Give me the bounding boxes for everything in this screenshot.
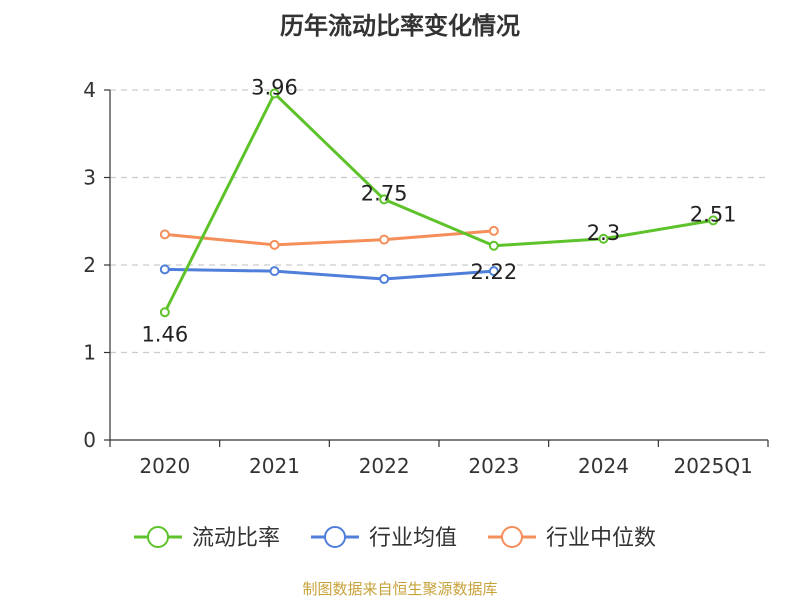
x-tick-label: 2023: [468, 454, 519, 478]
data-point: [159, 307, 170, 318]
data-point: [269, 239, 280, 250]
x-tick-label: 2025Q1: [673, 454, 752, 478]
x-tick-label: 2021: [249, 454, 300, 478]
legend-label: 流动比率: [192, 526, 280, 551]
x-tick-label: 2024: [578, 454, 629, 478]
y-tick-label: 3: [83, 166, 96, 190]
y-tick-label: 0: [83, 428, 96, 452]
data-point: [159, 229, 170, 240]
legend-label: 行业均值: [369, 526, 457, 551]
data-point: [598, 233, 609, 244]
legend-label: 行业中位数: [546, 526, 656, 551]
x-tick-label: 2020: [139, 454, 190, 478]
legend-marker: [324, 526, 346, 548]
data-point: [269, 88, 280, 99]
data-point: [379, 194, 390, 205]
series-line-2: [164, 229, 494, 247]
series-line-1: [164, 267, 494, 281]
series-line-0: [163, 92, 714, 313]
data-point: [379, 234, 390, 245]
data-point: [708, 215, 719, 226]
source-footer: 制图数据来自恒生聚源数据库: [302, 580, 498, 598]
data-label: 3.96: [251, 76, 298, 100]
y-tick-label: 1: [83, 341, 96, 365]
data-point: [269, 266, 280, 277]
data-label: 2.51: [690, 202, 737, 226]
chart-title: 历年流动比率变化情况: [280, 12, 520, 40]
data-point: [379, 274, 390, 284]
data-point: [488, 240, 499, 251]
data-point: [488, 266, 499, 277]
data-label: 2.22: [470, 260, 517, 284]
data-point: [488, 225, 499, 236]
legend-marker: [501, 526, 523, 548]
y-tick-label: 2: [83, 253, 96, 277]
data-label: 2.75: [361, 181, 408, 205]
legend-marker: [147, 526, 169, 548]
data-point: [159, 264, 170, 275]
data-label: 1.46: [141, 322, 188, 346]
data-label: 2.3: [587, 221, 620, 245]
x-tick-label: 2022: [359, 454, 410, 478]
y-tick-label: 4: [83, 78, 96, 102]
